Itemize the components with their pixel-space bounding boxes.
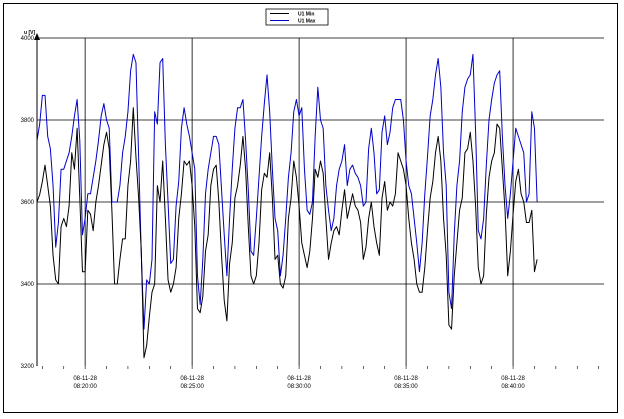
x-tick-label-date: 08-11-28 [73, 376, 97, 382]
tick-labels: 3200 3400 3600 3800 4000 08-11-28 08:20:00 08-1… [21, 36, 526, 390]
series-line-u1-max [36, 53, 538, 330]
y-tick-label: 3600 [21, 200, 35, 206]
series-line-u1-min [36, 107, 538, 359]
y-tick-label: 3200 [21, 364, 35, 370]
legend-label-min: U1 Min [298, 12, 314, 18]
x-tick-label-date: 08-11-28 [394, 376, 418, 382]
x-tick-label-time: 08:20:00 [73, 384, 97, 390]
grid-layer [37, 37, 604, 366]
x-tick-label-date: 08-11-28 [287, 376, 311, 382]
legend-box [265, 8, 329, 26]
y-tick-label: 4000 [21, 36, 35, 42]
x-tick-label-date: 08-11-28 [501, 376, 525, 382]
legend: U1 Min U1 Max [265, 8, 329, 26]
legend-label-max: U1 Max [298, 19, 316, 25]
minor-ticks [42, 366, 599, 369]
y-axis-arrow [34, 33, 40, 40]
x-tick-label-time: 08:30:00 [287, 384, 311, 390]
y-axis-title: u [V] [24, 30, 35, 36]
x-tick-label-time: 08:40:00 [501, 384, 525, 390]
x-tick-label-time: 08:25:00 [180, 384, 204, 390]
series-layer [36, 53, 538, 359]
y-tick-label: 3800 [21, 118, 35, 124]
axis-layer: u [V] [24, 30, 40, 366]
x-tick-label-time: 08:35:00 [394, 384, 418, 390]
chart-frame [3, 3, 618, 413]
y-tick-label: 3400 [21, 282, 35, 288]
x-tick-label-date: 08-11-28 [180, 376, 204, 382]
